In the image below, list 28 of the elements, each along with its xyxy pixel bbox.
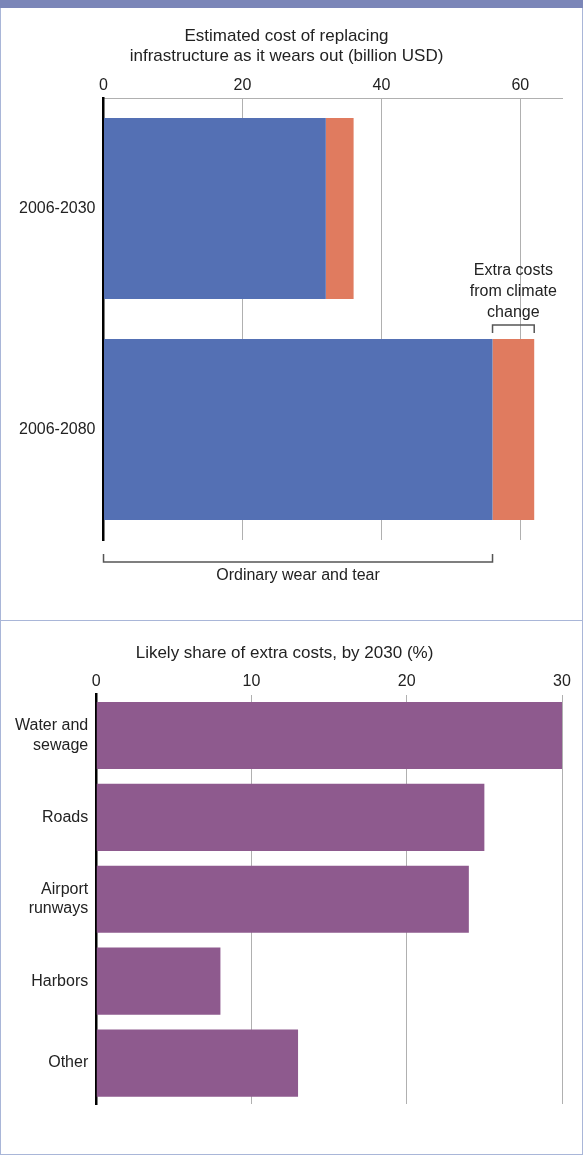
annotation: Extra costs from climate change <box>469 261 558 321</box>
x-tick-label: 20 <box>397 672 416 690</box>
x-tick-label: 40 <box>372 75 391 93</box>
x-tick-label: 0 <box>91 672 101 690</box>
y-tick-label: 2006-2030 <box>19 198 96 216</box>
y-tick-label: Water and sewage <box>15 716 89 753</box>
y-tick-label: Other <box>48 1053 89 1071</box>
bar <box>96 947 221 1015</box>
text: Ordinary wear and tear <box>216 566 381 584</box>
x-tick-label: 30 <box>553 672 571 690</box>
chart-title: Estimated cost of replacing infrastructure as it wears out (billion USD) <box>129 25 444 66</box>
y-tick-label: Airport runways <box>28 880 89 917</box>
x-tick-label: 10 <box>242 672 261 690</box>
x-tick-label: 60 <box>511 75 530 93</box>
x-tick-label: 0 <box>99 75 109 93</box>
y-tick-label: 2006-2080 <box>19 419 96 437</box>
bar <box>96 783 485 851</box>
bar <box>96 1029 299 1097</box>
bar <box>492 338 535 521</box>
bar <box>96 701 562 770</box>
bar <box>325 117 354 300</box>
bar <box>104 117 326 300</box>
y-tick-label: Roads <box>41 807 89 825</box>
y-tick-label: Harbors <box>31 971 89 989</box>
bar <box>96 865 469 933</box>
bar <box>104 338 493 521</box>
chart-title: Likely share of extra costs, by 2030 (%) <box>135 642 434 662</box>
x-tick-label: 20 <box>233 75 252 93</box>
